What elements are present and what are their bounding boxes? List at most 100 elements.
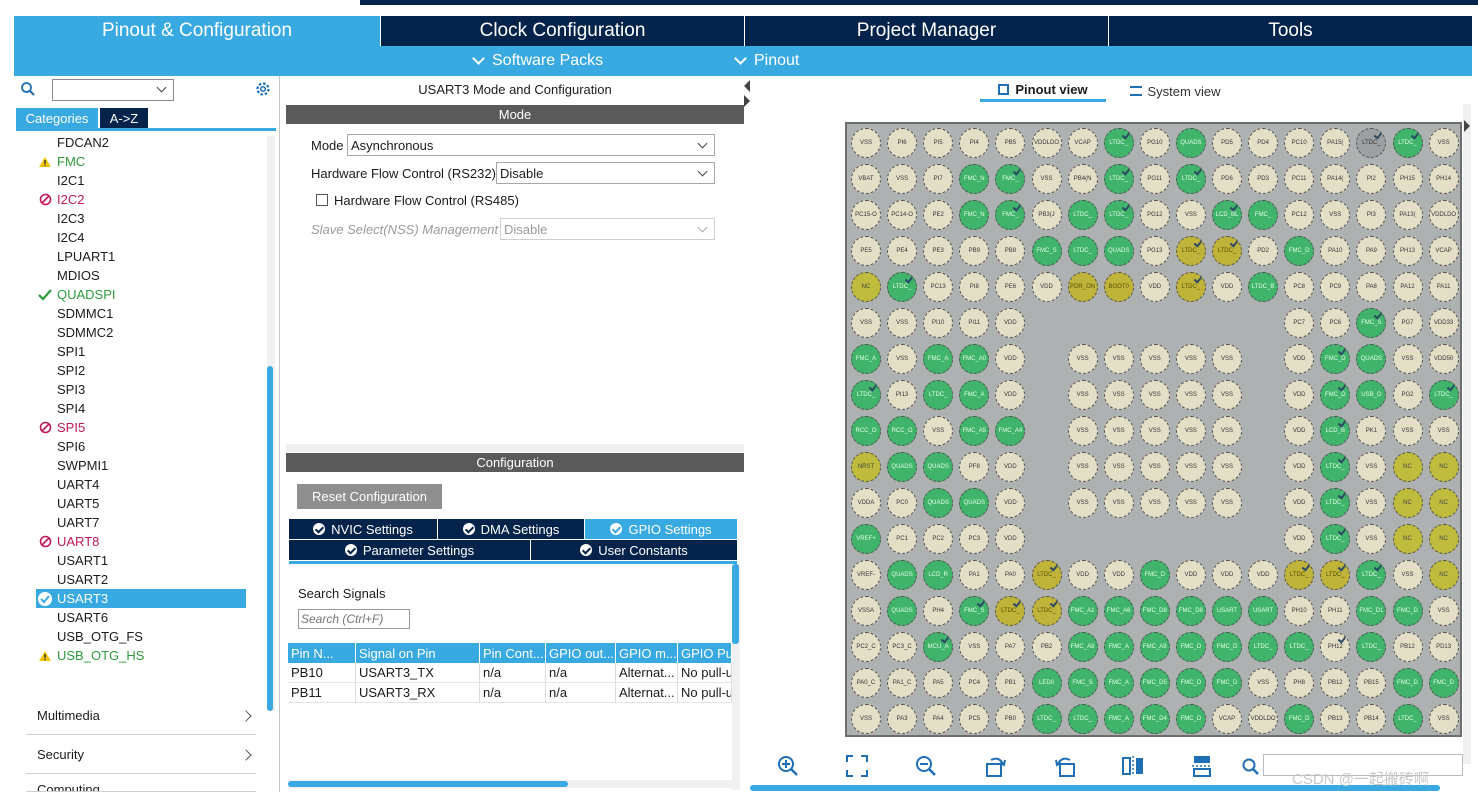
pin-ltdc-[interactable]: LTDC_	[1067, 236, 1098, 266]
software-packs-menu[interactable]: Software Packs	[472, 46, 603, 76]
pin-pa1-c[interactable]: PA1_C	[887, 668, 918, 698]
pin-ltdc-[interactable]: LTDC_	[1175, 272, 1206, 302]
tab-categories[interactable]: Categories	[16, 108, 98, 128]
pin-vss[interactable]: VSS	[1392, 344, 1423, 374]
pin-quads[interactable]: QUADS	[1103, 236, 1134, 266]
pin-led0[interactable]: LED0	[1031, 668, 1062, 698]
peripheral-spi4[interactable]: SPI4	[36, 399, 246, 418]
pin-quads[interactable]: QUADS	[887, 452, 918, 482]
pin-fmc-s[interactable]: FMC_S	[1067, 668, 1098, 698]
pin-quads[interactable]: QUADS	[923, 488, 954, 518]
scrollbar-thumb[interactable]	[732, 564, 739, 644]
pin-nc[interactable]: NC	[851, 272, 881, 302]
pin-pb1[interactable]: PB1	[995, 668, 1026, 698]
pin-vbat[interactable]: VBAT	[851, 164, 881, 194]
pin-vcap[interactable]: VCAP	[1428, 236, 1459, 266]
pin-ltdc-[interactable]: LTDC_	[1031, 596, 1062, 626]
pin-pc1[interactable]: PC1	[887, 524, 918, 554]
pin-pa10[interactable]: PA10	[1320, 236, 1351, 266]
pin-ltdc-[interactable]: LTDC_	[1067, 200, 1098, 230]
pin-pa4[interactable]: PA4	[923, 704, 954, 734]
pin-ltdc-[interactable]: LTDC_	[1284, 560, 1315, 590]
pin-pc13[interactable]: PC13	[923, 272, 954, 302]
pin-vss[interactable]: VSS	[1212, 344, 1242, 374]
pin-fmc-s[interactable]: FMC_S	[1031, 236, 1062, 266]
peripheral-uart5[interactable]: UART5	[36, 494, 246, 513]
pin-vss[interactable]: VSS	[1103, 344, 1134, 374]
tab-system-view[interactable]: System view	[1120, 80, 1230, 102]
tab-project-manager[interactable]: Project Manager	[745, 16, 1108, 46]
pin-vref-[interactable]: VREF-	[851, 560, 881, 590]
tab-user-constants[interactable]: User Constants	[531, 540, 737, 560]
pin-ltdc-[interactable]: LTDC_	[1392, 128, 1423, 158]
pin-fmc-n[interactable]: FMC_N	[959, 164, 990, 194]
pin-pb5[interactable]: PB5	[995, 128, 1026, 158]
pin-vss[interactable]: VSS	[1392, 560, 1423, 590]
peripheral-usb_otg_hs[interactable]: USB_OTG_HS	[36, 646, 246, 665]
pin-usb-o[interactable]: USB_O	[1356, 380, 1387, 410]
fit-screen-icon[interactable]	[845, 754, 869, 778]
pin-quads[interactable]: QUADS	[923, 452, 954, 482]
pin-quads[interactable]: QUADS	[1175, 128, 1206, 158]
pin-vss[interactable]: VSS	[1139, 380, 1170, 410]
pin-pd2[interactable]: PD2	[1248, 236, 1279, 266]
pin-vdd[interactable]: VDD	[995, 524, 1026, 554]
pin-fmc-d1[interactable]: FMC_D1	[1356, 596, 1387, 626]
pin-vdd[interactable]: VDD	[1284, 416, 1315, 446]
pin-usart[interactable]: USART	[1212, 596, 1242, 626]
pin-ltdc-[interactable]: LTDC_	[1103, 128, 1134, 158]
pin-fmc-a1[interactable]: FMC_A1	[1067, 596, 1098, 626]
flip-horizontal-icon[interactable]	[1121, 754, 1145, 778]
pin-vss[interactable]: VSS	[1428, 128, 1459, 158]
pin-lcd-bl[interactable]: LCD_BL	[1212, 200, 1242, 230]
pin-ph13[interactable]: PH13	[1392, 236, 1423, 266]
pin-pc10[interactable]: PC10	[1284, 128, 1315, 158]
pin-fmc-d[interactable]: FMC_D	[1212, 668, 1242, 698]
pin-pi10[interactable]: PI10	[923, 308, 954, 338]
section-divider[interactable]	[286, 444, 744, 452]
table-cell[interactable]: No pull-u	[678, 663, 732, 683]
pin-pc3[interactable]: PC3	[959, 524, 990, 554]
pin-pb8[interactable]: PB8	[995, 236, 1026, 266]
pin-fmc-a6[interactable]: FMC_A6	[1103, 596, 1134, 626]
pin-vss[interactable]: VSS	[1067, 344, 1098, 374]
gear-icon[interactable]	[254, 80, 272, 98]
peripheral-sdmmc2[interactable]: SDMMC2	[36, 323, 246, 342]
pin-pb0[interactable]: PB0	[995, 704, 1026, 734]
pin-pc5[interactable]: PC5	[959, 704, 990, 734]
pin-pi11[interactable]: PI11	[959, 308, 990, 338]
peripheral-usart1[interactable]: USART1	[36, 551, 246, 570]
pin-vss[interactable]: VSS	[1356, 452, 1387, 482]
pin-fmc-a[interactable]: FMC_A	[923, 344, 954, 374]
pin-vss[interactable]: VSS	[1067, 380, 1098, 410]
group-computing[interactable]: Computing	[26, 775, 256, 792]
pin-pg7[interactable]: PG7	[1392, 308, 1423, 338]
pin-nc[interactable]: NC	[1428, 488, 1459, 518]
pin-pi7[interactable]: PI7	[923, 164, 954, 194]
search-signals-input[interactable]	[298, 609, 410, 629]
pin-fmc-a0[interactable]: FMC_A0	[959, 344, 990, 374]
pin-vdd33[interactable]: VDD33	[1428, 308, 1459, 338]
rotate-left-icon[interactable]	[1052, 754, 1078, 778]
pin-pg13[interactable]: PG13	[1139, 236, 1170, 266]
peripheral-i2c2[interactable]: I2C2	[36, 190, 246, 209]
pin-vdd[interactable]: VDD	[1103, 560, 1134, 590]
pin-vss[interactable]: VSS	[1212, 452, 1242, 482]
pin-ltdc-[interactable]: LTDC_	[1248, 632, 1279, 662]
pin-rcc-o[interactable]: RCC_O	[887, 416, 918, 446]
pin-fmc-d[interactable]: FMC_D	[1139, 560, 1170, 590]
pin-fmc-a[interactable]: FMC_A	[851, 344, 881, 374]
table-cell[interactable]: n/a	[480, 683, 546, 703]
pin-pc0[interactable]: PC0	[887, 488, 918, 518]
pin-pa14-[interactable]: PA14(	[1320, 164, 1351, 194]
peripheral-spi2[interactable]: SPI2	[36, 361, 246, 380]
peripheral-spi6[interactable]: SPI6	[36, 437, 246, 456]
pin-pc15-o[interactable]: PC15-O	[851, 200, 881, 230]
splitter[interactable]	[744, 76, 750, 792]
pin-vss[interactable]: VSS	[1031, 164, 1062, 194]
pin-vss[interactable]: VSS	[1067, 416, 1098, 446]
peripheral-swpmi1[interactable]: SWPMI1	[36, 456, 246, 475]
pin-search-input[interactable]	[1263, 754, 1463, 776]
pin-vdd[interactable]: VDD	[1212, 272, 1242, 302]
pin-vss[interactable]: VSS	[1356, 524, 1387, 554]
